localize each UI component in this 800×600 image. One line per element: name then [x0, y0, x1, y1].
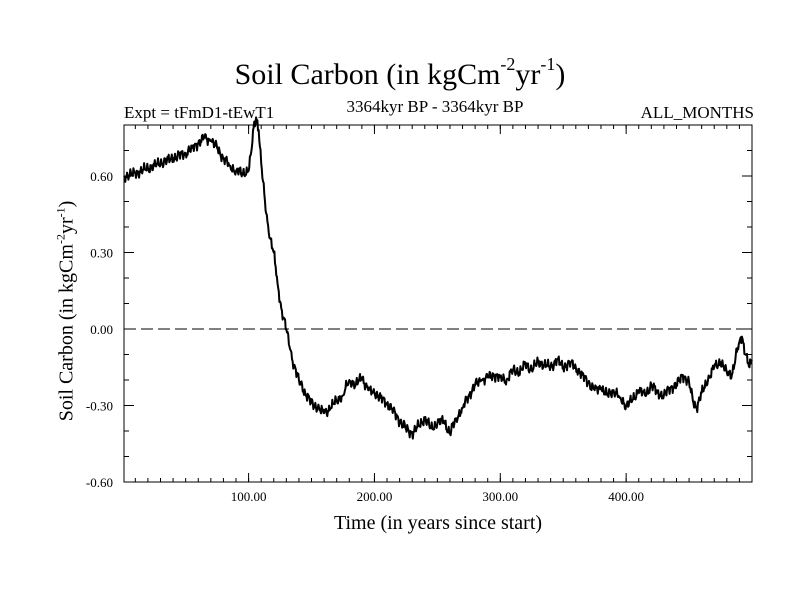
- chart-title: Soil Carbon (in kgCm-2yr-1): [234, 54, 566, 91]
- y-tick-label: 0.00: [90, 322, 113, 337]
- x-tick-label: 300.00: [482, 489, 518, 504]
- y-tick-label: -0.30: [86, 399, 113, 414]
- x-tick-label: 400.00: [608, 489, 644, 504]
- experiment-label: Expt = tFmD1-tEwT1: [124, 103, 275, 122]
- x-tick-label: 200.00: [357, 489, 393, 504]
- months-label: ALL_MONTHS: [640, 103, 754, 122]
- y-tick-label: 0.30: [90, 246, 113, 261]
- axis-ticks: 100.00 200.00 300.00 400.00 -0.60 -0.30 0.00 0.…: [86, 125, 752, 504]
- x-axis-label: Time (in years since start): [333, 512, 543, 534]
- plot-frame: [123, 124, 753, 483]
- series-line-soil-carbon: [123, 116, 753, 440]
- y-axis-label: Soil Carbon (in kgCm-2yr-1): [53, 200, 78, 422]
- x-tick-label: 100.00: [231, 489, 267, 504]
- y-tick-label: 0.60: [90, 169, 113, 184]
- period-label: 3364kyr BP - 3364kyr BP: [346, 97, 524, 116]
- y-tick-label: -0.60: [86, 475, 113, 490]
- series-group: [123, 116, 753, 440]
